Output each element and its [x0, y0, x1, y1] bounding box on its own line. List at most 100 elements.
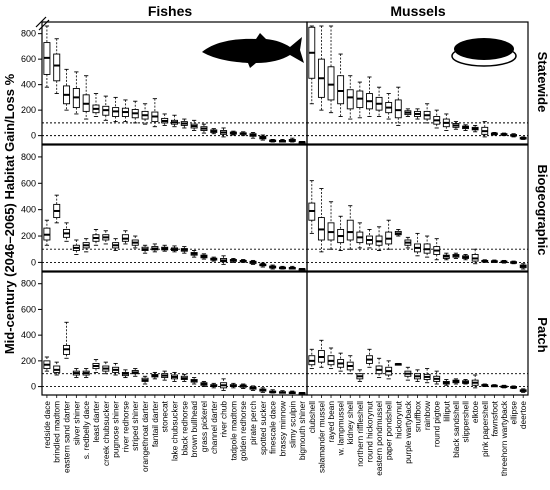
box-grass-pickerel: [200, 380, 208, 388]
mussel-shell-icon: [451, 38, 517, 67]
y-tick-label: 200: [21, 356, 36, 366]
box-round-pigtoe: [433, 109, 441, 129]
panel-frame: [306, 144, 529, 272]
box-grass-pickerel: [200, 123, 208, 134]
box-slimy-sculpin: [288, 265, 296, 270]
x-category-label: paper pondshell: [384, 401, 394, 460]
x-category-label: stonecat: [160, 400, 170, 432]
box-striped-shiner: [131, 368, 139, 377]
box-slimy-sculpin: [288, 137, 296, 143]
box-channel-darter: [210, 256, 218, 262]
box-stonecat: [161, 113, 169, 126]
box-channel-darter: [210, 128, 218, 135]
box-least-darter: [92, 93, 100, 117]
box-silver-shiner: [72, 368, 80, 379]
box-tadpole-madtom: [229, 258, 237, 263]
box-silver-shiner: [72, 71, 80, 115]
box-creek-chubsucker: [102, 230, 110, 245]
box-creek-chubsucker: [102, 95, 110, 121]
x-category-label: threehorn wartyback: [499, 400, 509, 476]
box-bigmouth-shiner: [298, 141, 306, 144]
box-fantail-darter: [151, 243, 159, 253]
x-category-label: bigmouth shiner: [297, 401, 307, 460]
box-lilliput: [442, 379, 450, 386]
box-hickorynut: [394, 362, 402, 366]
box-redside-dace: [43, 219, 51, 246]
box-threehorn-wartyback: [500, 259, 508, 264]
x-category-label: snuffbox: [413, 400, 423, 432]
box-rayed-bean: [327, 25, 335, 114]
box-least-darter: [92, 228, 100, 246]
box-lilliput: [442, 113, 450, 131]
box-round-pigtoe: [433, 238, 441, 261]
x-category-label: hickorynut: [393, 400, 403, 439]
x-category-label: brown bullhead: [189, 401, 199, 458]
y-tick-label: 600: [21, 54, 36, 64]
box-channel-darter: [210, 382, 218, 389]
box-river-redhorse: [121, 230, 129, 245]
box-brassy-minnow: [278, 265, 286, 270]
y-tick-label: 200: [21, 231, 36, 241]
box-brown-bullhead: [190, 119, 198, 131]
y-tick-label: 0: [31, 131, 36, 141]
box-black-sandshell: [452, 252, 460, 259]
box-s-redbelly-dace: [82, 368, 90, 379]
box-pirate-perch: [249, 259, 257, 265]
box-river-chub: [220, 378, 228, 391]
box-rayed-bean: [327, 201, 335, 250]
x-category-label: rayed bean: [326, 401, 336, 443]
x-category-label: slimy sculpin: [287, 401, 297, 448]
box-slippershell: [462, 254, 469, 261]
x-category-label: salamander mussel: [316, 401, 326, 473]
box-elktoe: [471, 248, 479, 265]
box-stonecat: [161, 370, 169, 381]
x-category-label: round pigtoe: [432, 401, 442, 448]
box-black-redhorse: [180, 118, 188, 129]
x-category-label: least darter: [91, 401, 101, 443]
x-category-label: brassy minnow: [277, 400, 287, 456]
x-category-label: clubshell: [307, 401, 317, 433]
box-fawnsfoot: [490, 259, 498, 263]
y-tick-label: 800: [21, 152, 36, 162]
box-threehorn-wartyback: [500, 384, 508, 389]
x-category-label: river chub: [219, 401, 229, 438]
axis-break-mark: [38, 19, 50, 31]
box-hickorynut: [394, 228, 402, 237]
box-northern-riffleshell: [356, 81, 364, 119]
box-lake-chubsucker: [171, 371, 178, 382]
box-tadpole-madtom: [229, 382, 237, 389]
x-category-label: purple wartyback: [403, 400, 413, 464]
box-golden-redhorse: [239, 259, 247, 263]
box-s-redbelly-dace: [82, 238, 90, 253]
box-w-lampmussel: [337, 215, 345, 251]
box-striped-shiner: [131, 100, 139, 124]
x-category-label: pugnose shiner: [111, 401, 121, 458]
x-category-label: eastern pondmussel: [374, 401, 384, 476]
box-eastern-pondmussel: [375, 86, 383, 117]
box-rayed-bean: [327, 347, 335, 370]
box-golden-redhorse: [239, 383, 247, 389]
box-pink-papershell: [481, 259, 489, 263]
box-least-darter: [92, 359, 100, 373]
box-salamander-mussel: [317, 339, 325, 368]
box-pugnose-shiner: [112, 362, 120, 376]
box-purple-wartyback: [404, 366, 412, 381]
box-rainbow: [423, 368, 431, 384]
x-category-label: w. lampmussel: [336, 401, 346, 457]
box-grass-pickerel: [200, 253, 208, 260]
y-tick-label: 200: [21, 105, 36, 115]
box-deertoe: [519, 388, 527, 393]
box-pugnose-shiner: [112, 238, 120, 251]
box-river-chub: [220, 127, 228, 138]
y-tick-label: 600: [21, 304, 36, 314]
box-bigmouth-shiner: [298, 392, 306, 395]
box-slippershell: [462, 124, 469, 131]
box-slimy-sculpin: [288, 390, 296, 394]
box-golden-redhorse: [239, 131, 247, 137]
fish-silhouette-icon: [202, 33, 304, 68]
box-paper-pondshell: [385, 219, 393, 250]
box-round-hickorynut: [366, 76, 373, 117]
box-striped-shiner: [131, 235, 139, 249]
box-rainbow: [423, 235, 431, 258]
box-eastern-sand-darter: [63, 68, 71, 111]
